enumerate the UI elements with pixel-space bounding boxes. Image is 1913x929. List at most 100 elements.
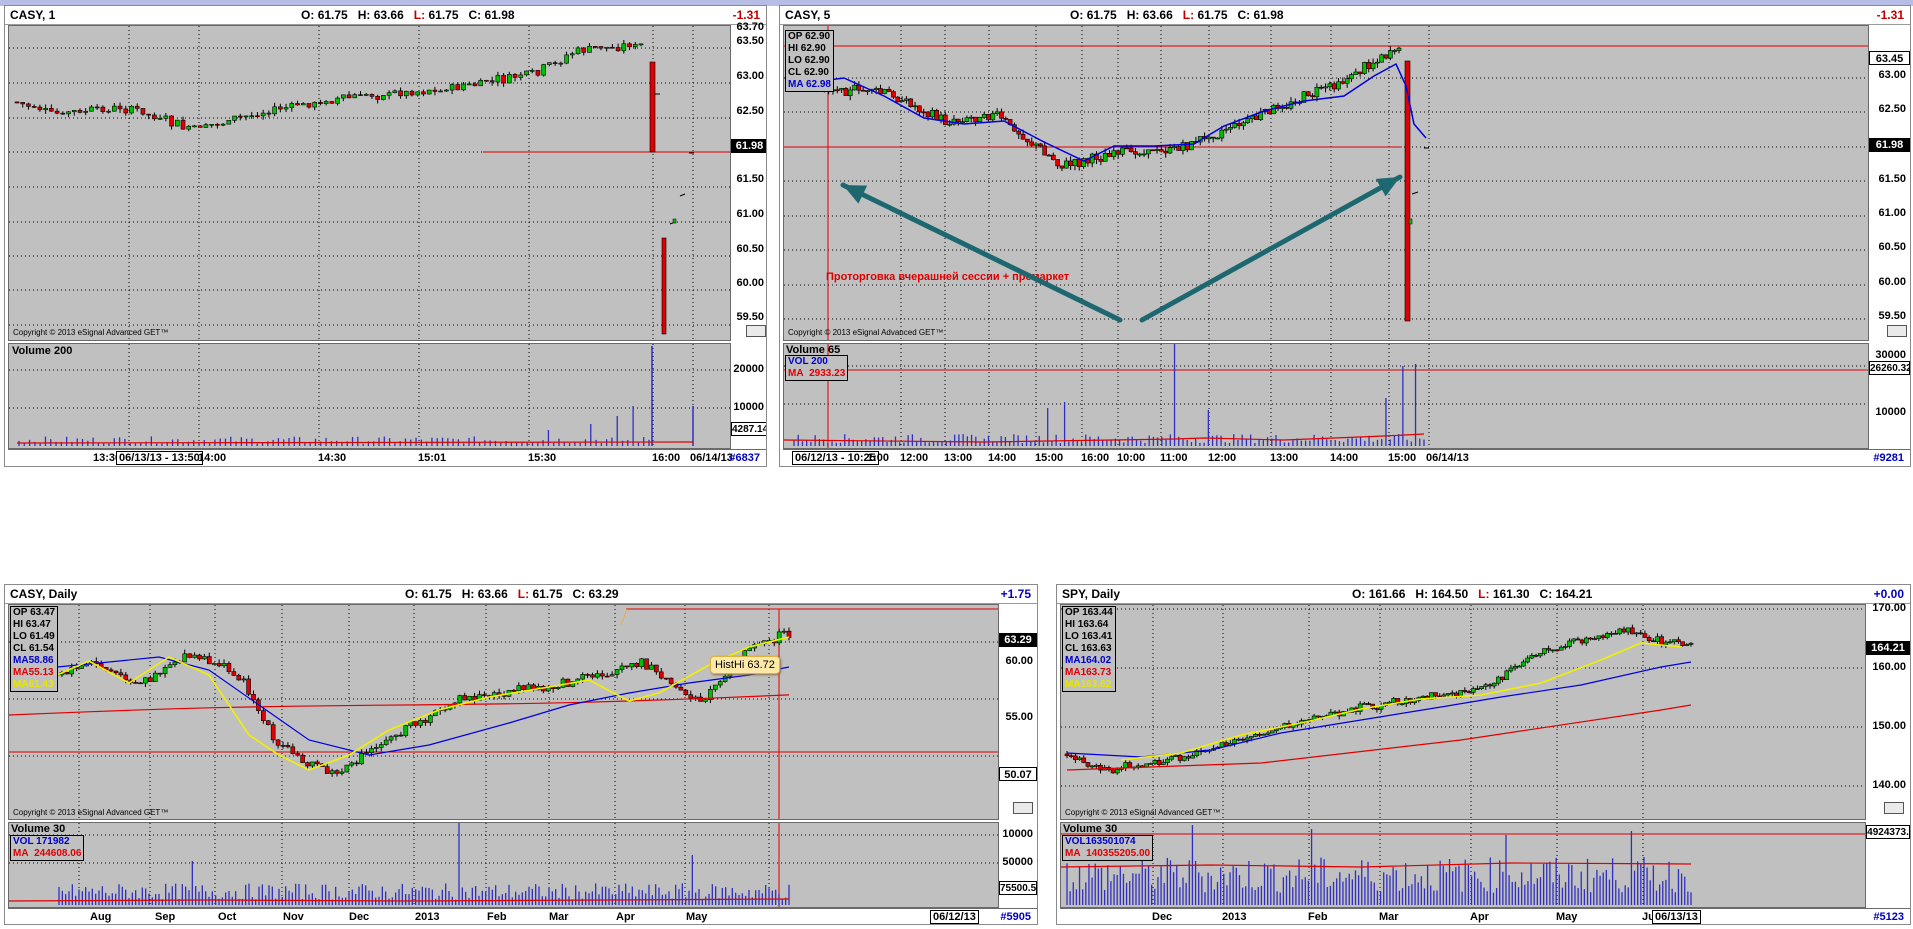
volume-ma-line (784, 433, 1425, 443)
moving-average-line (1120, 642, 1682, 761)
candle-body (231, 671, 237, 676)
ohlc-readout: O: 61.75 H: 63.66 L: 61.75 C: 61.98 (301, 8, 515, 22)
candle-body (1120, 147, 1125, 155)
candle-body (644, 658, 649, 670)
candle-body (246, 678, 251, 695)
time-axis[interactable]: Aug Sep Oct Nov Dec 2013 Feb Mar Apr May… (8, 908, 1037, 924)
candle-body (1114, 769, 1120, 774)
chart-settings-icon[interactable] (1884, 802, 1904, 814)
candle-body (604, 46, 609, 49)
chart-settings-icon[interactable] (1013, 802, 1033, 814)
candle-body (1621, 628, 1627, 633)
candle-body (552, 62, 558, 64)
candle-body (878, 88, 883, 94)
candle-body (403, 90, 409, 97)
last-price-marker: 61.98 (1869, 138, 1910, 152)
candle-body (226, 663, 232, 672)
candle-body (1127, 762, 1133, 768)
volume-plot-area[interactable]: Volume 200 (8, 343, 731, 449)
candle-body (1081, 158, 1086, 168)
price-axis[interactable]: 63.29 60.00 55.00 50.07 (999, 604, 1037, 820)
candle-body (558, 62, 564, 65)
candle-body (118, 672, 124, 676)
price-plot-area[interactable]: Copyright © 2013 eSignal Advanced GET™ (8, 25, 731, 341)
candle-body (1379, 54, 1385, 63)
candle-body (398, 734, 404, 737)
candle-body (1399, 703, 1405, 706)
price-chart-svg (9, 26, 730, 340)
candle-body (1068, 160, 1073, 166)
candle-body (1189, 141, 1194, 151)
volume-marker: 4287.14 (731, 422, 767, 436)
time-axis[interactable]: 06/12/13 - 10:25 1:00 12:00 13:00 14:00 … (783, 449, 1910, 466)
candle-body (398, 90, 403, 97)
candle-body (1141, 153, 1147, 156)
candle-body (1068, 755, 1074, 758)
candle-body (994, 111, 1000, 114)
candle-body (1496, 676, 1501, 684)
price-chart-svg (9, 605, 998, 819)
candle-body (369, 94, 375, 97)
candle-body (1529, 655, 1535, 659)
chart-pane-spy-daily[interactable]: SPY, Daily O: 161.66 H: 164.50 L: 161.30… (1056, 584, 1911, 925)
candle-body (575, 47, 581, 55)
volume-label: Volume 65 (786, 344, 841, 356)
candle-body (1167, 147, 1173, 154)
candle-body (908, 98, 914, 108)
candle-body (917, 105, 922, 113)
candle-body (1161, 762, 1166, 765)
symbol-title: CASY, 5 (785, 8, 831, 22)
candle-body (1128, 147, 1134, 152)
price-axis[interactable]: 63.45 63.00 62.50 61.98 61.50 61.00 60.5… (1869, 25, 1910, 341)
candle-body (71, 109, 77, 113)
candle-body (403, 725, 409, 736)
candle-body (990, 113, 996, 121)
candle-body (89, 106, 94, 112)
time-axis[interactable]: Dec 2013 Feb Mar Apr May Ju 06/13/13 #51… (1060, 908, 1910, 924)
candle-body (649, 61, 656, 153)
volume-plot-area[interactable]: Volume 65 VOL 200 MA 2933.23 (783, 343, 1869, 449)
candle-body (197, 654, 202, 660)
price-plot-area[interactable]: OP 163.44 HI 163.64 LO 163.41 CL 163.63 … (1060, 604, 1866, 820)
candle-body (335, 97, 340, 104)
candle-body (564, 54, 569, 64)
candle-body (108, 669, 114, 672)
price-axis[interactable]: 63.70 63.50 63.00 62.50 61.98 61.50 61.0… (731, 21, 766, 341)
chart-pane-casy-5min[interactable]: CASY, 5 O: 61.75 H: 63.66 L: 61.75 C: 61… (779, 5, 1911, 467)
last-price-marker: 63.29 (999, 633, 1037, 647)
time-axis[interactable]: 13:30 06/13/13 - 13:50 14:00 14:30 15:01… (8, 449, 766, 466)
volume-plot-area[interactable]: Volume 30 VOL163501074 MA 140355205.00 (1060, 822, 1866, 908)
chart-settings-icon[interactable] (746, 325, 766, 337)
candle-body (1254, 115, 1259, 120)
cursor-date-box: 06/12/13 (930, 910, 979, 924)
price-plot-area[interactable]: OP 62.90 HI 62.90 LO 62.90 CL 62.90 MA 6… (783, 25, 1869, 341)
candle-body (1311, 715, 1317, 720)
candle-body (1274, 728, 1279, 732)
volume-legend: VOL 200 MA 2933.23 (785, 355, 849, 381)
pane-id: #9281 (1873, 452, 1904, 464)
candle-body (1533, 655, 1539, 657)
candle-body (266, 112, 272, 115)
candle-body (1466, 691, 1472, 693)
price-axis[interactable]: 170.00 164.21 160.00 150.00 140.00 (1866, 602, 1910, 820)
volume-plot-area[interactable]: Volume 30 VOL 171982 MA 244608.06 (8, 822, 999, 908)
candle-body (415, 91, 421, 96)
chart-pane-casy-daily[interactable]: CASY, Daily O: 61.75 H: 63.66 L: 61.75 C… (4, 584, 1038, 925)
candle-body (529, 70, 535, 72)
candle-body (658, 671, 664, 679)
price-plot-area[interactable]: OP 63.47 HI 63.47 LO 61.49 CL 61.54 MA58… (8, 604, 999, 820)
candle-body (615, 47, 621, 52)
candle-body (968, 116, 974, 119)
candle-body (678, 686, 684, 691)
chart-settings-icon[interactable] (1887, 325, 1907, 337)
candle-body (43, 108, 48, 111)
candle-body (776, 631, 782, 644)
candle-body (1387, 701, 1392, 704)
candle-body (369, 748, 374, 753)
candle-body (1094, 765, 1099, 767)
candle-body (315, 761, 320, 765)
volume-label: Volume 30 (1063, 823, 1118, 835)
candle-body (1284, 107, 1289, 109)
candle-body (873, 88, 879, 90)
chart-pane-casy-1min[interactable]: CASY, 1 O: 61.75 H: 63.66 L: 61.75 C: 61… (4, 5, 767, 467)
